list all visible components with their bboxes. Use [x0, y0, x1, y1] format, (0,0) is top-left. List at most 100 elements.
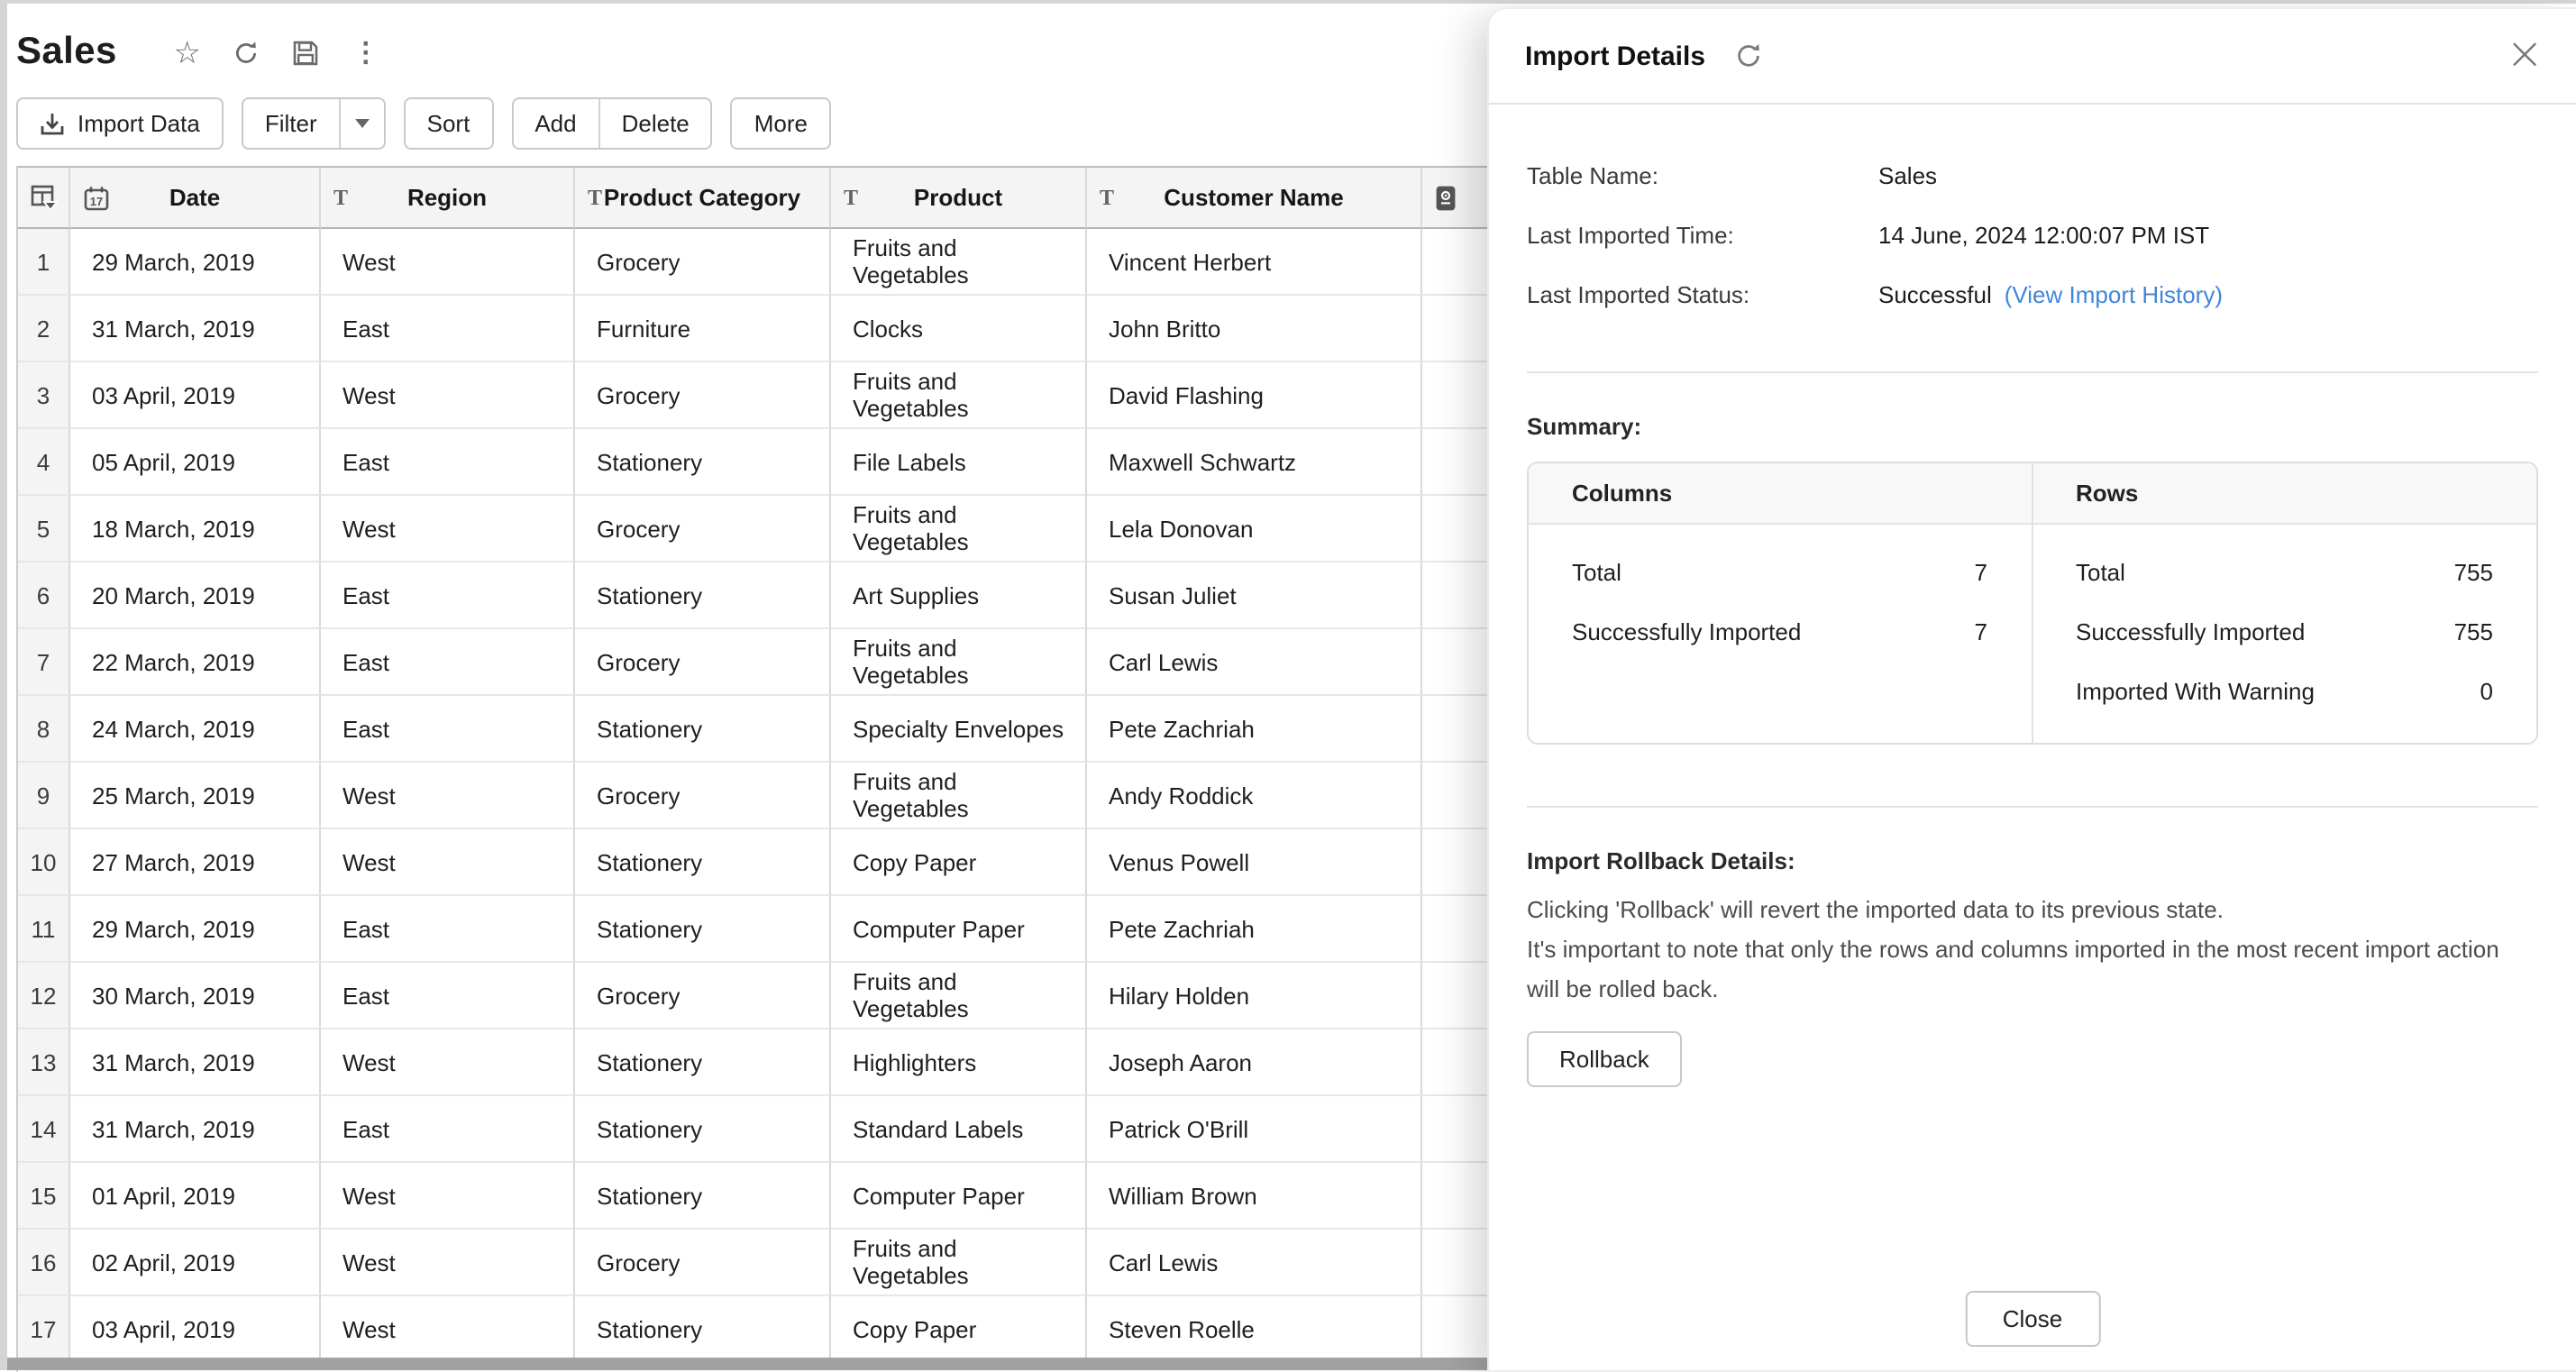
- row-number-cell[interactable]: 8: [18, 696, 70, 763]
- row-number-cell[interactable]: 17: [18, 1296, 70, 1363]
- cell-date[interactable]: 18 March, 2019: [70, 496, 321, 563]
- cell-category[interactable]: Grocery: [575, 496, 831, 563]
- cell-category[interactable]: Stationery: [575, 1029, 831, 1096]
- cell-date[interactable]: 24 March, 2019: [70, 696, 321, 763]
- cell-region[interactable]: West: [321, 763, 575, 829]
- cell-product[interactable]: Fruits and Vegetables: [831, 1230, 1087, 1296]
- more-options-kebab-icon[interactable]: ⋮: [352, 37, 379, 68]
- save-icon[interactable]: [290, 36, 323, 69]
- cell-date[interactable]: 01 April, 2019: [70, 1163, 321, 1230]
- import-data-button[interactable]: Import Data: [16, 97, 224, 150]
- cell-region[interactable]: West: [321, 1230, 575, 1296]
- cell-region[interactable]: East: [321, 963, 575, 1029]
- cell-category[interactable]: Furniture: [575, 296, 831, 362]
- cell-category[interactable]: Grocery: [575, 763, 831, 829]
- cell-date[interactable]: 03 April, 2019: [70, 362, 321, 429]
- panel-refresh-icon[interactable]: [1734, 41, 1763, 70]
- cell-category[interactable]: Stationery: [575, 1163, 831, 1230]
- cell-customer[interactable]: David Flashing: [1087, 362, 1422, 429]
- cell-customer[interactable]: William Brown: [1087, 1163, 1422, 1230]
- cell-date[interactable]: 02 April, 2019: [70, 1230, 321, 1296]
- close-icon[interactable]: ×: [2506, 27, 2544, 79]
- cell-region[interactable]: West: [321, 229, 575, 296]
- cell-category[interactable]: Stationery: [575, 696, 831, 763]
- cell-region[interactable]: West: [321, 1029, 575, 1096]
- cell-product[interactable]: Computer Paper: [831, 896, 1087, 963]
- cell-region[interactable]: East: [321, 696, 575, 763]
- cell-product[interactable]: Highlighters: [831, 1029, 1087, 1096]
- row-number-cell[interactable]: 13: [18, 1029, 70, 1096]
- more-button[interactable]: More: [730, 97, 831, 150]
- cell-date[interactable]: 03 April, 2019: [70, 1296, 321, 1363]
- row-number-cell[interactable]: 7: [18, 629, 70, 696]
- row-number-cell[interactable]: 10: [18, 829, 70, 896]
- cell-region[interactable]: East: [321, 563, 575, 629]
- column-header-date[interactable]: 17 Date: [70, 168, 321, 229]
- cell-customer[interactable]: Pete Zachriah: [1087, 896, 1422, 963]
- cell-customer[interactable]: John Britto: [1087, 296, 1422, 362]
- cell-customer[interactable]: Hilary Holden: [1087, 963, 1422, 1029]
- cell-region[interactable]: West: [321, 829, 575, 896]
- cell-category[interactable]: Stationery: [575, 829, 831, 896]
- filter-dropdown-button[interactable]: [338, 99, 384, 148]
- cell-date[interactable]: 22 March, 2019: [70, 629, 321, 696]
- cell-product[interactable]: Computer Paper: [831, 1163, 1087, 1230]
- cell-product[interactable]: Fruits and Vegetables: [831, 963, 1087, 1029]
- favorite-star-icon[interactable]: ☆: [173, 35, 202, 69]
- cell-customer[interactable]: Lela Donovan: [1087, 496, 1422, 563]
- cell-date[interactable]: 29 March, 2019: [70, 896, 321, 963]
- row-number-cell[interactable]: 16: [18, 1230, 70, 1296]
- cell-customer[interactable]: Venus Powell: [1087, 829, 1422, 896]
- cell-date[interactable]: 05 April, 2019: [70, 429, 321, 496]
- row-number-cell[interactable]: 14: [18, 1096, 70, 1163]
- add-button[interactable]: Add: [534, 110, 577, 137]
- cell-region[interactable]: West: [321, 1163, 575, 1230]
- row-number-cell[interactable]: 1: [18, 229, 70, 296]
- row-number-cell[interactable]: 4: [18, 429, 70, 496]
- cell-category[interactable]: Stationery: [575, 896, 831, 963]
- cell-region[interactable]: East: [321, 296, 575, 362]
- cell-date[interactable]: 31 March, 2019: [70, 1029, 321, 1096]
- row-number-cell[interactable]: 3: [18, 362, 70, 429]
- cell-product[interactable]: Fruits and Vegetables: [831, 763, 1087, 829]
- cell-category[interactable]: Grocery: [575, 963, 831, 1029]
- cell-customer[interactable]: Joseph Aaron: [1087, 1029, 1422, 1096]
- cell-category[interactable]: Grocery: [575, 229, 831, 296]
- cell-customer[interactable]: Carl Lewis: [1087, 1230, 1422, 1296]
- view-import-history-link[interactable]: (View Import History): [2004, 281, 2223, 308]
- cell-region[interactable]: West: [321, 496, 575, 563]
- column-header-customer[interactable]: T Customer Name: [1087, 168, 1422, 229]
- row-number-cell[interactable]: 9: [18, 763, 70, 829]
- cell-region[interactable]: East: [321, 1096, 575, 1163]
- cell-customer[interactable]: Susan Juliet: [1087, 563, 1422, 629]
- cell-customer[interactable]: Patrick O'Brill: [1087, 1096, 1422, 1163]
- cell-customer[interactable]: Vincent Herbert: [1087, 229, 1422, 296]
- cell-category[interactable]: Stationery: [575, 563, 831, 629]
- cell-category[interactable]: Stationery: [575, 429, 831, 496]
- refresh-icon[interactable]: [231, 36, 263, 69]
- row-number-cell[interactable]: 2: [18, 296, 70, 362]
- cell-date[interactable]: 20 March, 2019: [70, 563, 321, 629]
- cell-region[interactable]: East: [321, 896, 575, 963]
- cell-product[interactable]: Specialty Envelopes: [831, 696, 1087, 763]
- row-number-cell[interactable]: 11: [18, 896, 70, 963]
- cell-region[interactable]: West: [321, 1296, 575, 1363]
- sort-button[interactable]: Sort: [403, 97, 494, 150]
- cell-product[interactable]: Fruits and Vegetables: [831, 496, 1087, 563]
- cell-category[interactable]: Grocery: [575, 1230, 831, 1296]
- rollback-button[interactable]: Rollback: [1527, 1031, 1682, 1087]
- cell-customer[interactable]: Maxwell Schwartz: [1087, 429, 1422, 496]
- cell-product[interactable]: Art Supplies: [831, 563, 1087, 629]
- cell-date[interactable]: 29 March, 2019: [70, 229, 321, 296]
- cell-date[interactable]: 30 March, 2019: [70, 963, 321, 1029]
- row-number-cell[interactable]: 5: [18, 496, 70, 563]
- cell-date[interactable]: 31 March, 2019: [70, 296, 321, 362]
- column-header-category[interactable]: T Product Category: [575, 168, 831, 229]
- cell-product[interactable]: Fruits and Vegetables: [831, 229, 1087, 296]
- close-button[interactable]: Close: [1964, 1291, 2101, 1347]
- row-number-cell[interactable]: 6: [18, 563, 70, 629]
- cell-product[interactable]: Fruits and Vegetables: [831, 362, 1087, 429]
- cell-region[interactable]: East: [321, 629, 575, 696]
- cell-customer[interactable]: Steven Roelle: [1087, 1296, 1422, 1363]
- cell-product[interactable]: Copy Paper: [831, 829, 1087, 896]
